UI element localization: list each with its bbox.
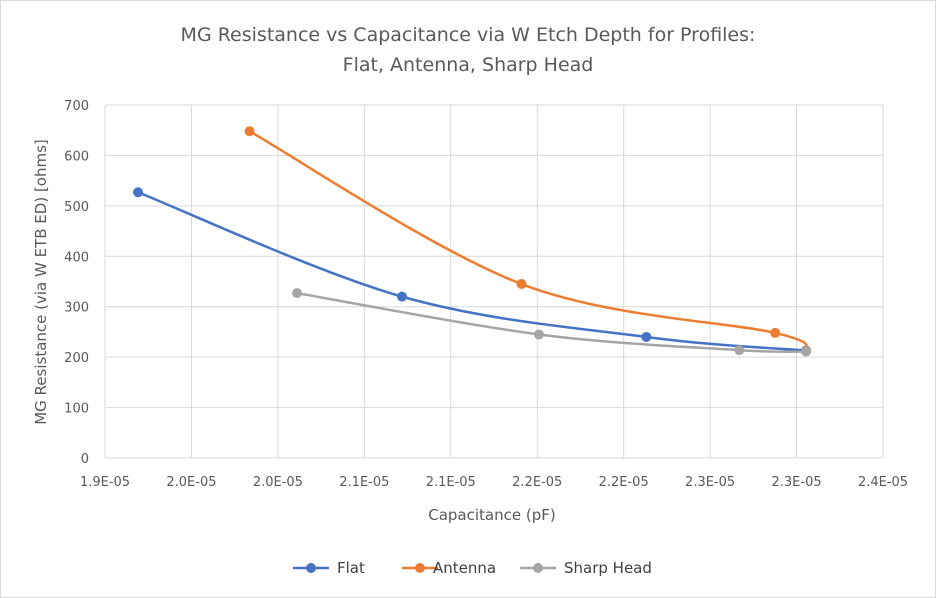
x-tick-labels: 1.9E-05 2.0E-05 2.0E-05 2.1E-05 2.1E-05 2.2E-… — [80, 475, 908, 490]
data-point-flat — [397, 291, 408, 302]
x-tick-label: 2.4E-05 — [858, 475, 908, 490]
y-tick-labels: 0 100 200 300 400 500 600 700 — [64, 99, 89, 467]
y-axis-title: MG Resistance (via W ETB ED) [ohms] — [32, 139, 50, 425]
legend-item-antenna: Antenna — [402, 559, 496, 577]
data-point-sharp-head — [533, 329, 544, 340]
legend-item-sharp-head: Sharp Head — [520, 559, 652, 577]
legend-swatch-marker — [533, 563, 543, 573]
x-tick-label: 2.3E-05 — [685, 475, 735, 490]
series-sharp-head — [292, 288, 812, 357]
chart-title: MG Resistance vs Capacitance via W Etch … — [181, 24, 756, 76]
series-line-sharp-head — [295, 291, 808, 354]
data-point-antenna — [770, 327, 781, 338]
data-point-antenna — [516, 279, 527, 290]
gridlines — [104, 104, 884, 459]
series-line-antenna — [248, 129, 808, 353]
legend-label: Flat — [337, 559, 365, 577]
y-tick-label: 400 — [64, 250, 89, 265]
series-line-flat — [136, 190, 808, 352]
data-point-sharp-head — [292, 288, 303, 299]
data-point-flat — [641, 331, 652, 342]
x-tick-label: 2.3E-05 — [771, 475, 821, 490]
x-tick-label: 2.0E-05 — [166, 475, 216, 490]
y-tick-label: 0 — [81, 452, 89, 467]
x-tick-label: 2.0E-05 — [253, 475, 303, 490]
legend-item-flat: Flat — [293, 559, 365, 577]
legend-label: Sharp Head — [564, 559, 652, 577]
y-tick-label: 500 — [64, 200, 89, 215]
x-tick-label: 2.2E-05 — [512, 475, 562, 490]
y-tick-label: 200 — [64, 351, 89, 366]
y-tick-label: 700 — [64, 99, 89, 114]
x-tick-label: 2.2E-05 — [599, 475, 649, 490]
data-point-flat — [133, 187, 144, 198]
legend-label: Antenna — [433, 559, 496, 577]
chart-title-line-1: MG Resistance vs Capacitance via W Etch … — [181, 24, 756, 46]
series-layer — [133, 126, 812, 357]
legend: Flat Antenna Sharp Head — [293, 559, 652, 577]
y-tick-label: 100 — [64, 402, 89, 417]
x-tick-label: 1.9E-05 — [80, 475, 130, 490]
legend-swatch-marker — [306, 563, 316, 573]
series-flat — [133, 187, 812, 356]
x-tick-label: 2.1E-05 — [339, 475, 389, 490]
x-axis-title: Capacitance (pF) — [428, 506, 555, 524]
y-tick-label: 600 — [64, 149, 89, 164]
data-point-sharp-head — [801, 346, 812, 357]
data-point-antenna — [244, 126, 255, 137]
x-tick-label: 2.1E-05 — [426, 475, 476, 490]
y-tick-label: 300 — [64, 301, 89, 316]
legend-swatch-marker — [415, 563, 425, 573]
chart-title-line-2: Flat, Antenna, Sharp Head — [343, 54, 594, 76]
data-point-sharp-head — [734, 345, 745, 356]
